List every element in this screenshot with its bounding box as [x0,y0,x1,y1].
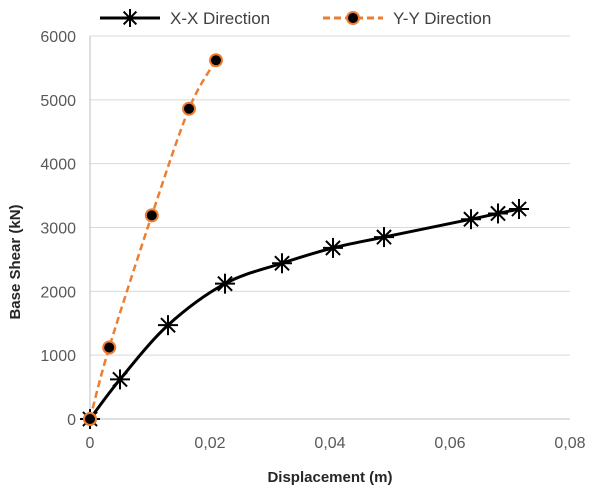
data-point [374,227,394,248]
tick-labels: 0 1000 2000 3000 4000 5000 6000 0 0,02 0,04 0,06 0,… [40,29,585,452]
legend-marker [346,11,360,25]
x-tick-label: 0,08 [554,435,585,452]
legend-label: X-X Direction [170,9,270,28]
legend: X-X Direction Y-Y Direction [100,9,491,28]
data-point [488,203,508,224]
legend-label: Y-Y Direction [393,9,491,28]
y-tick-label: 4000 [40,157,76,174]
data-point [83,412,97,426]
data-point [158,315,178,336]
data-point [182,101,196,116]
series-y-y [83,53,223,426]
x-axis-title: Displacement (m) [267,469,392,486]
y-tick-label: 1000 [40,348,76,365]
data-point [102,340,117,355]
data-point [272,253,292,274]
data-point [461,209,481,230]
data-point [209,53,223,68]
legend-marker [121,9,139,27]
data-point [509,198,529,219]
series-line [88,59,218,420]
y-tick-label: 5000 [40,93,76,110]
series-layer [80,53,529,429]
y-tick-label: 0 [67,412,76,429]
series-line [88,207,520,420]
y-axis-title: Base Shear (kN) [7,204,24,319]
x-tick-label: 0,04 [314,435,345,452]
data-point [215,273,235,294]
legend-item: Y-Y Direction [323,9,491,28]
series-x-x [80,198,529,429]
data-point [110,369,130,390]
data-point [144,208,159,223]
x-tick-label: 0,02 [194,435,225,452]
gridlines [90,35,570,356]
x-tick-label: 0,06 [434,435,465,452]
y-tick-label: 6000 [40,29,76,46]
y-tick-label: 3000 [40,221,76,238]
data-point [323,237,343,258]
x-tick-label: 0 [86,435,95,452]
legend-item: X-X Direction [100,9,270,28]
axes [89,36,570,420]
y-tick-label: 2000 [40,284,76,301]
